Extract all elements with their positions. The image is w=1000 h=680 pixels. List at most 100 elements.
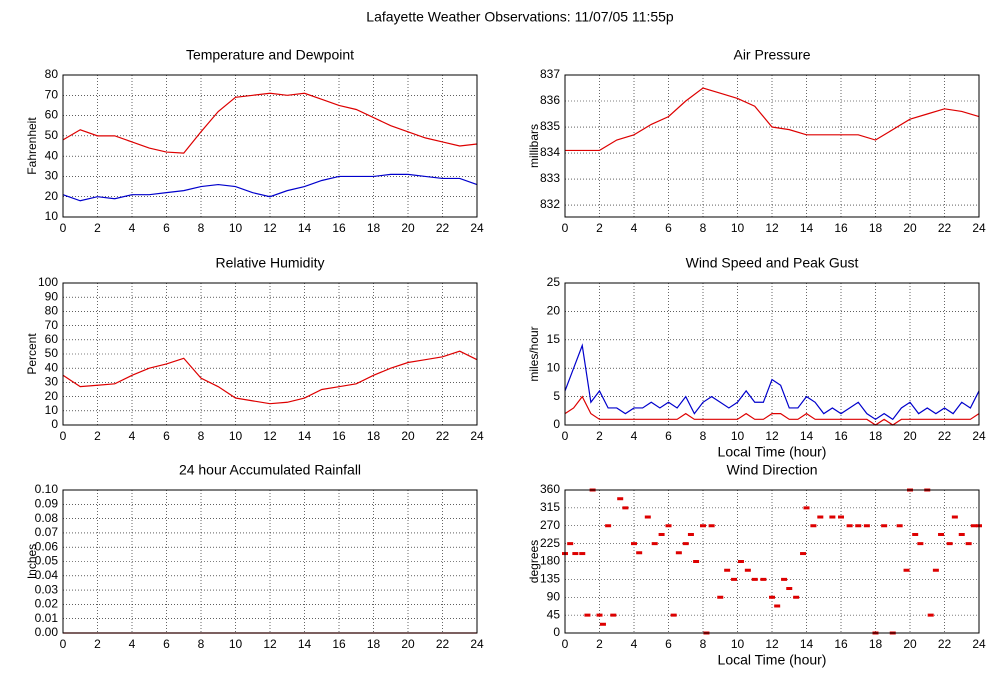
- x-tick-label: 24: [972, 429, 986, 443]
- x-tick-label: 16: [834, 221, 848, 235]
- y-tick-label: 10: [45, 209, 59, 223]
- x-tick-label: 4: [631, 637, 638, 651]
- x-tick-label: 12: [765, 429, 779, 443]
- data-point: [793, 595, 800, 599]
- chart-title: Relative Humidity: [216, 255, 325, 271]
- x-tick-label: 12: [765, 221, 779, 235]
- y-tick-label: 0.04: [35, 568, 59, 582]
- x-tick-label: 14: [800, 429, 814, 443]
- x-tick-label: 24: [972, 221, 986, 235]
- y-axis-label: miles/hour: [527, 326, 541, 381]
- y-tick-label: 0: [553, 625, 560, 639]
- x-tick-label: 18: [869, 429, 883, 443]
- y-tick-label: 833: [540, 171, 560, 185]
- x-tick-label: 8: [198, 221, 205, 235]
- x-tick-label: 12: [765, 637, 779, 651]
- x-tick-label: 22: [938, 429, 952, 443]
- y-axis-label: millibars: [527, 124, 541, 168]
- x-tick-label: 16: [332, 221, 346, 235]
- y-axis-label: Inches: [25, 544, 39, 579]
- y-tick-label: 25: [547, 275, 561, 289]
- x-tick-label: 18: [367, 637, 381, 651]
- y-axis-label: Fahrenheit: [25, 117, 39, 175]
- y-tick-label: 180: [540, 554, 560, 568]
- y-axis-label: Percent: [25, 333, 39, 375]
- x-tick-label: 24: [972, 637, 986, 651]
- data-point: [584, 613, 591, 617]
- data-point: [769, 595, 775, 599]
- y-tick-label: 100: [38, 275, 58, 289]
- data-point: [670, 613, 677, 617]
- x-tick-label: 6: [163, 221, 170, 235]
- x-tick-label: 18: [869, 221, 883, 235]
- x-tick-label: 10: [229, 429, 243, 443]
- y-tick-label: 837: [540, 67, 560, 81]
- data-line: [62, 173, 478, 202]
- data-line: [564, 395, 980, 426]
- data-point: [599, 622, 606, 626]
- plot-frame: [62, 74, 478, 218]
- x-tick-label: 10: [731, 637, 745, 651]
- y-tick-label: 15: [547, 332, 561, 346]
- data-point: [912, 532, 919, 536]
- y-tick-label: 30: [45, 169, 59, 183]
- y-tick-label: 40: [45, 360, 59, 374]
- data-point: [724, 568, 731, 572]
- x-axis-label: Local Time (hour): [718, 444, 827, 460]
- data-point: [617, 497, 624, 501]
- x-tick-label: 16: [332, 429, 346, 443]
- x-tick-label: 8: [700, 637, 707, 651]
- y-tick-label: 50: [45, 128, 59, 142]
- y-tick-label: 0: [553, 417, 560, 431]
- y-tick-label: 360: [540, 482, 560, 496]
- chart-title: 24 hour Accumulated Rainfall: [179, 462, 361, 478]
- x-tick-label: 16: [834, 637, 848, 651]
- x-tick-label: 12: [263, 637, 277, 651]
- chart-title: Temperature and Dewpoint: [186, 47, 354, 63]
- y-tick-label: 0.01: [35, 611, 59, 625]
- data-point: [731, 577, 738, 581]
- y-tick-label: 315: [540, 500, 560, 514]
- x-tick-label: 20: [401, 637, 415, 651]
- y-tick-label: 0: [51, 417, 58, 431]
- data-point: [774, 604, 781, 608]
- x-tick-label: 2: [94, 429, 101, 443]
- x-tick-label: 10: [229, 637, 243, 651]
- x-tick-label: 6: [163, 637, 170, 651]
- data-point: [903, 568, 910, 572]
- data-point: [829, 515, 836, 519]
- y-tick-label: 80: [45, 67, 59, 81]
- y-tick-label: 20: [45, 189, 59, 203]
- x-tick-label: 4: [129, 429, 136, 443]
- y-tick-label: 30: [45, 375, 59, 389]
- data-line: [62, 350, 478, 405]
- data-line: [62, 92, 478, 154]
- y-tick-label: 135: [540, 572, 560, 586]
- plot-frame: [564, 489, 980, 634]
- x-tick-label: 0: [562, 637, 569, 651]
- x-tick-label: 24: [470, 637, 484, 651]
- y-tick-label: 70: [45, 318, 59, 332]
- data-point: [881, 524, 888, 528]
- data-point: [965, 542, 972, 546]
- data-point: [951, 515, 958, 519]
- y-tick-label: 270: [540, 518, 560, 532]
- data-point: [700, 524, 706, 528]
- y-tick-label: 0.08: [35, 511, 59, 525]
- data-point: [658, 532, 665, 536]
- data-line: [564, 343, 980, 421]
- plot-frame: [62, 489, 478, 634]
- y-tick-label: 60: [45, 108, 59, 122]
- x-tick-label: 24: [470, 429, 484, 443]
- x-tick-label: 2: [94, 637, 101, 651]
- data-point: [572, 552, 579, 556]
- y-tick-label: 40: [45, 148, 59, 162]
- x-tick-label: 4: [129, 221, 136, 235]
- y-tick-label: 0.05: [35, 554, 59, 568]
- x-tick-label: 8: [198, 429, 205, 443]
- x-tick-label: 10: [731, 221, 745, 235]
- data-point: [800, 552, 807, 556]
- x-tick-label: 14: [800, 221, 814, 235]
- x-tick-label: 0: [60, 429, 67, 443]
- y-tick-label: 0.10: [35, 482, 59, 496]
